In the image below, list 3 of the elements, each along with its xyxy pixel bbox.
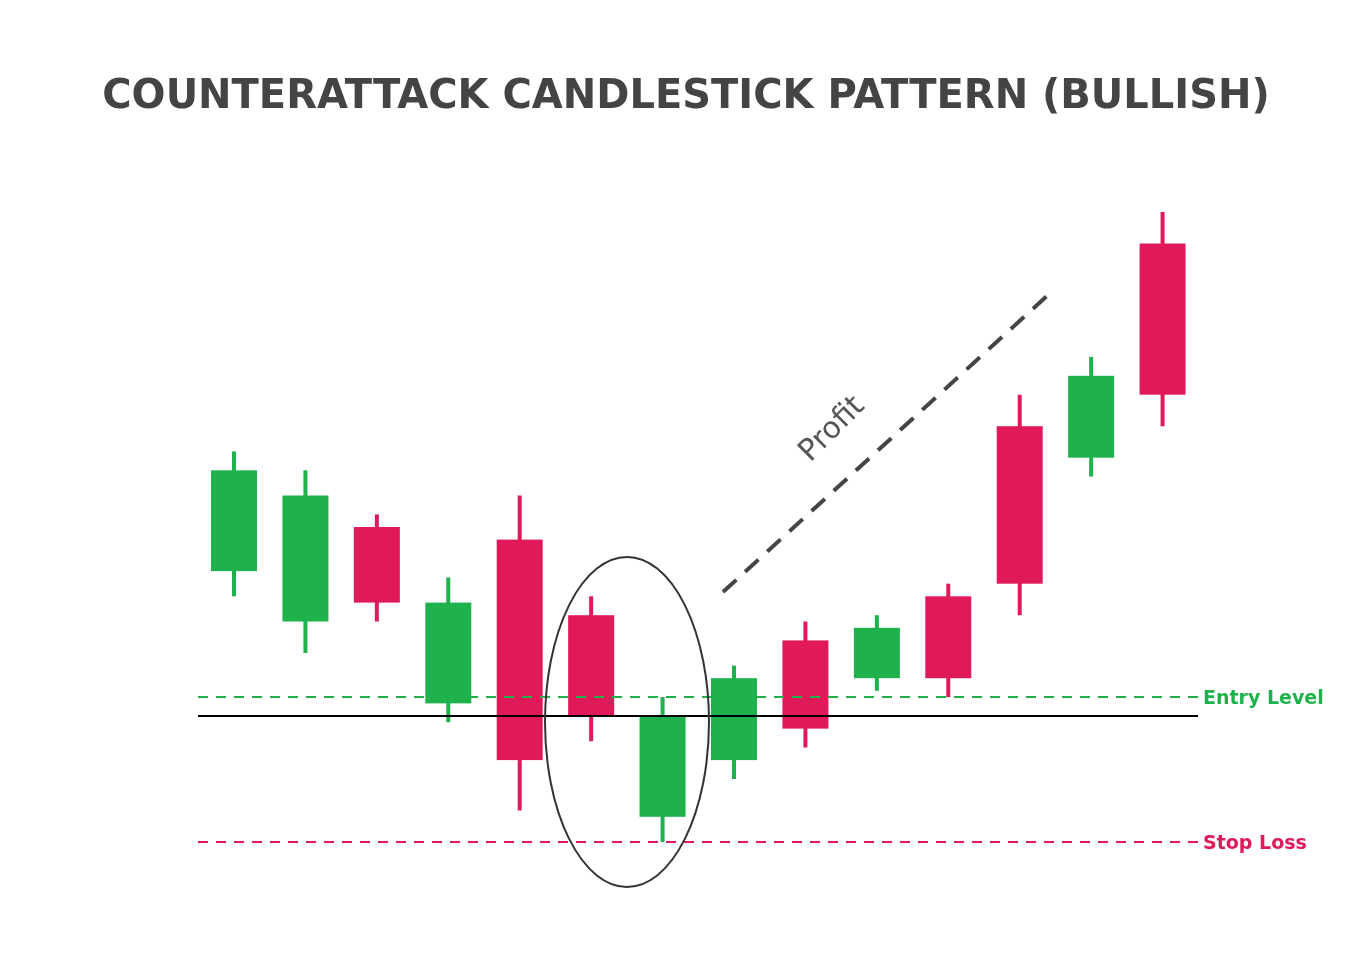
ref-line-label: Stop Loss — [1203, 830, 1307, 853]
ref-line-label: Entry Level — [1203, 685, 1324, 708]
chart-title: COUNTERATTACK CANDLESTICK PATTERN (BULLISH) — [101, 70, 1271, 119]
